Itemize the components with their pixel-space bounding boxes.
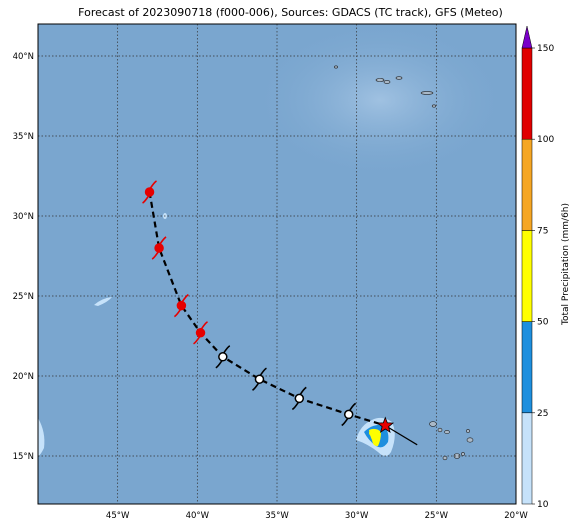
coastline <box>38 418 45 456</box>
colorbar: 10 25 50 75 100 150 Total Precipitation (mm/6h… <box>521 25 571 510</box>
island <box>431 104 437 108</box>
lat-tick-label: 35°N <box>13 132 34 142</box>
colorbar-tick-label: 150 <box>537 44 554 54</box>
lat-tick-label: 40°N <box>13 52 34 62</box>
storm-symbol-observed <box>142 180 157 204</box>
island <box>461 452 465 456</box>
lat-tick-label: 30°N <box>13 212 34 222</box>
island <box>429 421 437 427</box>
islands <box>38 65 474 461</box>
colorbar-tick-label: 50 <box>537 318 549 328</box>
lat-tick-label: 15°N <box>13 452 34 462</box>
island <box>453 453 461 459</box>
island <box>442 455 448 461</box>
storm-symbol-forecast <box>341 402 357 427</box>
storm-symbol-forecast <box>215 345 231 369</box>
colorbar-segment <box>521 230 533 322</box>
heading-line <box>385 425 418 446</box>
map-border <box>37 23 517 505</box>
island <box>420 91 434 95</box>
colorbar-label: Total Precipitation (mm/6h) <box>561 203 571 326</box>
island <box>375 78 385 82</box>
storm-symbol-forecast <box>291 386 307 411</box>
lat-tick-label: 25°N <box>13 292 34 302</box>
lat-tick-label: 20°N <box>13 372 34 382</box>
island <box>466 429 470 433</box>
lon-tick-label: 30°W <box>345 511 369 521</box>
longitude-axis: 45°W 40°W 35°W 30°W 25°W 20°W <box>106 511 528 521</box>
lon-tick-label: 45°W <box>106 511 130 521</box>
storm-symbol-observed <box>173 293 189 318</box>
colorbar-extend-arrow <box>521 25 533 49</box>
island <box>466 437 474 443</box>
colorbar-tick-label: 10 <box>537 500 549 510</box>
colorbar-tick-label: 25 <box>537 409 548 419</box>
lon-tick-label: 25°W <box>425 511 449 521</box>
island <box>334 65 338 69</box>
lon-tick-label: 35°W <box>265 511 289 521</box>
island <box>437 427 443 433</box>
colorbar-tick-label: 100 <box>537 135 554 145</box>
storm-symbol-forecast <box>252 367 267 391</box>
island <box>383 80 391 84</box>
map-title: Forecast of 2023090718 (f000-006), Sourc… <box>78 6 503 19</box>
current-position-star <box>376 416 395 434</box>
storm-symbol-observed <box>193 321 208 345</box>
lon-tick-label: 20°W <box>504 511 528 521</box>
colorbar-segment <box>521 47 533 140</box>
colorbar-tick-label: 75 <box>537 226 548 236</box>
graticule <box>38 24 516 504</box>
storm-symbol-observed <box>151 236 167 260</box>
colorbar-segment <box>521 138 533 231</box>
ocean-shading <box>250 24 510 180</box>
latitude-axis: 15°N 20°N 25°N 30°N 35°N 40°N <box>13 52 34 462</box>
colorbar-segment <box>521 321 533 414</box>
lon-tick-label: 40°W <box>186 511 210 521</box>
storm-track <box>142 180 418 446</box>
island <box>444 430 450 434</box>
island <box>395 76 403 80</box>
colorbar-segment <box>521 412 533 505</box>
